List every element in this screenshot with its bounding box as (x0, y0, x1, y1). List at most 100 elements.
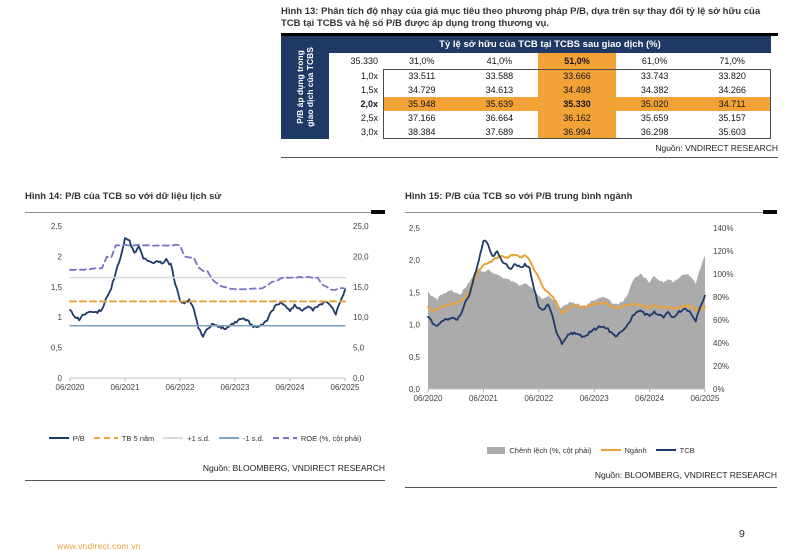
svg-text:60%: 60% (713, 316, 729, 325)
svg-text:06/2020: 06/2020 (56, 383, 85, 392)
svg-text:1: 1 (58, 313, 63, 322)
svg-text:06/2025: 06/2025 (691, 394, 720, 403)
svg-text:1,5: 1,5 (409, 288, 421, 297)
svg-text:15,0: 15,0 (353, 283, 369, 292)
table-cell: 34.729 (408, 84, 436, 95)
table-col-header: 51,0% (538, 52, 616, 69)
legend-label: TCB (679, 445, 695, 455)
table-side-label: P/B áp dụng trong giao dịch của TCBS (281, 35, 329, 139)
figure-14-bottom-rule (25, 479, 385, 481)
svg-text:0,0: 0,0 (409, 385, 421, 394)
rule-endcap (371, 210, 385, 215)
figure-14-block: Hình 14: P/B của TCB so với dữ liệu lịch… (25, 191, 385, 481)
legend-item: TB 5 năm (93, 433, 155, 443)
figure-14-source: Nguồn: BLOOMBERG, VNDIRECT RESEARCH (202, 462, 385, 473)
table-cell: 36.664 (485, 112, 514, 123)
legend-label: ROE (%, cột phải) (300, 433, 362, 443)
table-cell: 33.820 (718, 70, 746, 81)
table-cell: 33.743 (640, 70, 669, 81)
rule-endcap (763, 210, 777, 215)
svg-text:06/2021: 06/2021 (469, 394, 498, 403)
table-cell: 35.659 (640, 112, 669, 123)
table-cell: 35.020 (615, 96, 694, 111)
table-col-header: 61,0% (641, 55, 668, 66)
table-header: Tỷ lệ sở hữu của TCB tại TCBS sau giao d… (329, 35, 771, 53)
legend-label: P/B (72, 433, 85, 443)
table-cell: 37.689 (485, 126, 514, 137)
figure-13-top-rule (281, 32, 778, 36)
figure-15-bottom-rule (405, 486, 777, 488)
legend-swatch (219, 437, 240, 440)
svg-text:06/2024: 06/2024 (635, 394, 664, 403)
figure-15-title: Hình 15: P/B của TCB so với P/B trung bì… (405, 191, 633, 202)
pb-industry-chart: 2,5 2,0 1,5 1,0 0,5 0,0 140% 120% 100% 80% 60% 40% 2… (409, 224, 734, 403)
legend-item: Ngành (600, 445, 647, 455)
figure-15-legend: Chênh lệch (%, cột phải) Ngành TCB (405, 446, 777, 455)
table-cell: 34.711 (693, 96, 771, 111)
figure-14-title: Hình 14: P/B của TCB so với dữ liệu lịch… (25, 191, 222, 202)
svg-text:20%: 20% (713, 362, 729, 371)
legend-label: -1 s.d. (243, 433, 264, 443)
table-cell: 35.948 (383, 96, 461, 111)
svg-text:06/2023: 06/2023 (221, 383, 250, 392)
table-col-header: 71,0% (719, 55, 745, 66)
table-cell: 35.603 (718, 126, 746, 137)
table-cell: 34.382 (640, 84, 669, 95)
table-cell: 36.162 (538, 110, 616, 125)
legend-swatch (600, 449, 621, 452)
figure-14-legend: P/B TB 5 năm +1 s.d. -1 s.d. ROE (%, cột phả… (25, 434, 385, 443)
svg-text:100%: 100% (713, 270, 733, 279)
svg-text:2: 2 (58, 252, 63, 261)
table-row-label: 2,0x (360, 98, 378, 109)
figure-13-source: Nguồn: VNDIRECT RESEARCH (655, 142, 778, 153)
sensitivity-table: P/B áp dụng trong giao dịch của TCBS Tỷ l… (281, 35, 771, 139)
table-col-header: 31,0% (409, 55, 435, 66)
legend-swatch (93, 437, 118, 440)
svg-text:5,0: 5,0 (353, 343, 365, 352)
legend-swatch (272, 437, 297, 440)
table-base-value: 35.330 (350, 55, 378, 66)
figure-15-title-rule (405, 210, 777, 215)
table-row-label: 2,5x (360, 112, 378, 123)
svg-text:06/2025: 06/2025 (331, 383, 360, 392)
table-cell: 35.330 (538, 96, 616, 111)
svg-text:0,5: 0,5 (51, 343, 63, 352)
figure-15-block: Hình 15: P/B của TCB so với P/B trung bì… (405, 191, 777, 488)
legend-label: +1 s.d. (187, 433, 211, 443)
legend-item: -1 s.d. (219, 434, 264, 443)
table-cell: 35.157 (718, 112, 746, 123)
legend-swatch (487, 446, 506, 454)
legend-swatch (655, 449, 676, 452)
legend-item: TCB (655, 445, 695, 455)
svg-text:40%: 40% (713, 339, 729, 348)
svg-text:120%: 120% (713, 247, 733, 256)
svg-text:06/2022: 06/2022 (524, 394, 553, 403)
table-cell: 34.266 (718, 84, 746, 95)
table-cell: 34.613 (485, 84, 514, 95)
figure-13-block: Hình 13: Phân tích độ nhạy của giá mục t… (281, 6, 778, 158)
watermark-url: www.vndirect.com.vn (57, 541, 141, 551)
table-col-header: 41,0% (486, 55, 513, 66)
legend-item: P/B (48, 433, 85, 443)
table-row-label: 1,0x (360, 70, 378, 81)
table-cell: 36.298 (640, 126, 669, 137)
table-cell: 35.639 (460, 96, 539, 111)
table-row-label: 1,5x (360, 84, 378, 95)
table-cell: 38.384 (408, 126, 436, 137)
legend-label: TB 5 năm (121, 433, 155, 443)
table-row-label: 3,0x (360, 126, 378, 137)
legend-label: Ngành (624, 445, 647, 455)
legend-item: Chênh lệch (%, cột phải) (487, 446, 592, 455)
svg-text:0,5: 0,5 (409, 353, 421, 362)
svg-text:140%: 140% (713, 224, 733, 233)
figure-13-title: Hình 13: Phân tích độ nhạy của giá mục t… (281, 6, 761, 29)
svg-text:80%: 80% (713, 293, 729, 302)
table-cell: 34.498 (538, 82, 616, 97)
table-cell: 37.166 (408, 112, 436, 123)
table-cell: 33.666 (538, 68, 616, 83)
svg-text:2,0: 2,0 (409, 256, 421, 265)
figure-15-source: Nguồn: BLOOMBERG, VNDIRECT RESEARCH (594, 469, 777, 480)
svg-text:1,0: 1,0 (409, 320, 421, 329)
svg-text:06/2024: 06/2024 (276, 383, 305, 392)
